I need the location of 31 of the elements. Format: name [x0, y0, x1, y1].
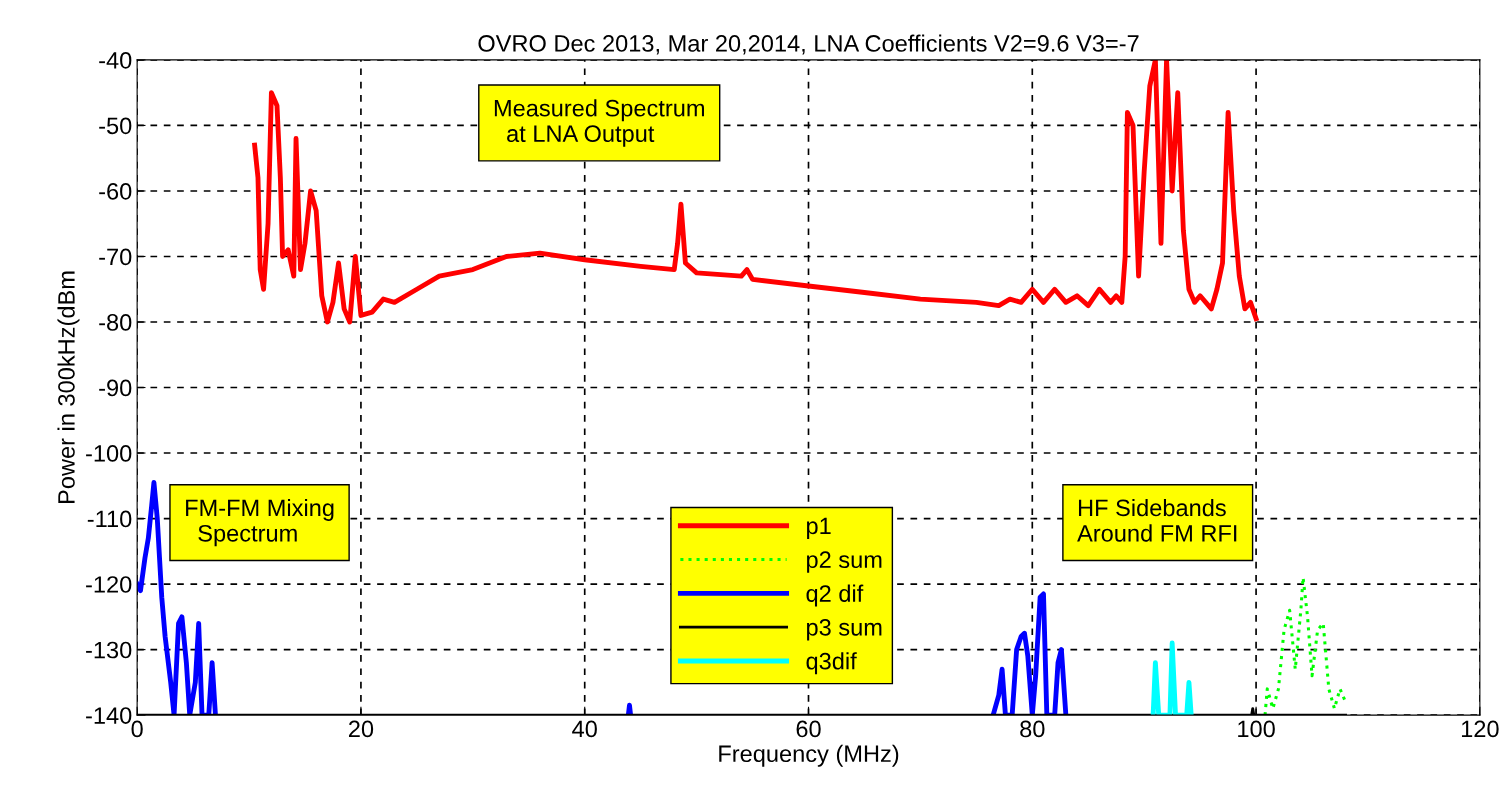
- annotation: FM-FM Mixing Spectrum: [186, 498, 334, 547]
- legend-label: q3dif: [806, 652, 857, 675]
- legend-label: p3 sum: [807, 619, 882, 641]
- legend-label: q2 dif: [806, 584, 864, 607]
- y-tick-label: -80: [99, 314, 132, 331]
- y-tick-label: -120: [86, 576, 132, 593]
- x-tick-label: 100: [1238, 720, 1275, 738]
- y-tick-label: -50: [99, 117, 132, 135]
- x-axis-title: Frequency (MHz): [719, 744, 899, 767]
- y-tick-label: -110: [87, 510, 132, 528]
- line-series: [1150, 640, 1194, 716]
- x-tick-label: 120: [1461, 720, 1499, 738]
- x-tick-label: 60: [796, 720, 821, 738]
- x-tick-label: 80: [1020, 720, 1045, 738]
- y-tick-label: -40: [99, 51, 132, 69]
- annotation: HF Sidebands Around FM RFI: [1077, 498, 1237, 542]
- chart-title: OVRO Dec 2013, Mar 20,2014, LNA Coefficients V2=9.6 V3=-7: [478, 34, 1139, 55]
- x-tick-label: 0: [131, 720, 143, 738]
- y-tick-label: -100: [86, 445, 132, 462]
- y-axis-title: Power in 300kHz(dBm: [57, 271, 80, 504]
- x-tick-label: 20: [348, 720, 374, 738]
- y-tick-label: -70: [99, 248, 132, 266]
- y-tick-label: -90: [99, 379, 132, 397]
- annotation: Measured Spectrum at LNA Output: [494, 99, 704, 147]
- line-series: [252, 59, 1259, 325]
- legend-label: p1: [807, 517, 831, 539]
- y-tick-label: -130: [86, 641, 132, 659]
- y-tick-label: -60: [99, 183, 132, 200]
- x-tick-label: 40: [572, 720, 597, 738]
- y-tick-label: -140: [86, 707, 132, 724]
- legend-label: p2 sum: [807, 551, 882, 573]
